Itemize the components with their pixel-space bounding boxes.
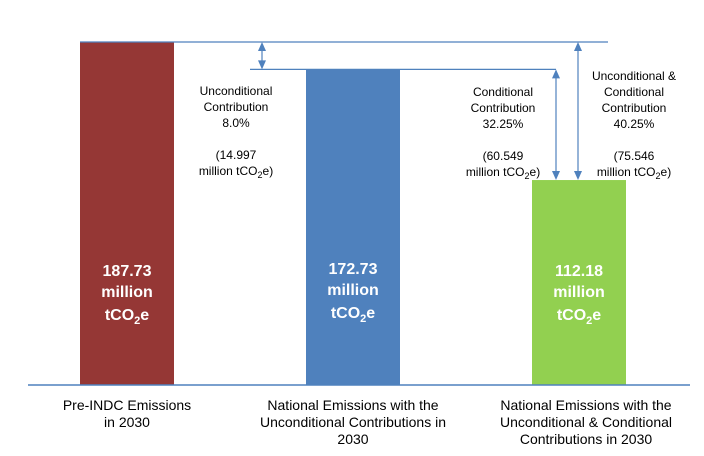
- annotation-2-line-2: Contribution: [471, 101, 536, 115]
- bar-unit-label-3: million: [553, 284, 605, 301]
- arrow-1-head-bottom: [258, 60, 266, 70]
- annotation-3-line-4: 40.25%: [614, 117, 655, 131]
- arrow-2-head-top: [552, 69, 560, 79]
- category-label-2-line-3: 2030: [337, 431, 368, 447]
- arrow-1-head-top: [258, 42, 266, 51]
- category-label-3-line-2: Unconditional & Conditional: [500, 414, 672, 430]
- annotation-3-line-3: Contribution: [602, 101, 667, 115]
- arrow-3-head-top: [574, 42, 582, 51]
- annotation-2-line-3: 32.25%: [483, 117, 524, 131]
- annotation-1-line-1: Unconditional: [200, 84, 273, 98]
- annotation-3-amount: (75.546: [614, 149, 655, 163]
- annotation-1-unit: million tCO2e): [199, 164, 273, 180]
- bar-2: [306, 69, 400, 386]
- category-label-2-line-1: National Emissions with the: [267, 397, 438, 413]
- bar-value-label-2: 172.73: [329, 261, 378, 278]
- annotation-1-line-3: 8.0%: [222, 116, 250, 130]
- bar-value-label-3: 112.18: [555, 263, 603, 280]
- category-label-3-line-3: Contributions in 2030: [520, 431, 653, 447]
- annotation-3-line-1: Unconditional &: [592, 69, 676, 83]
- bar-unit-label-1: million: [101, 284, 153, 301]
- annotation-2-amount: (60.549: [483, 149, 524, 163]
- category-label-3-line-1: National Emissions with the: [500, 397, 671, 413]
- bar-value-label-1: 187.73: [103, 263, 152, 280]
- annotation-1-line-2: Contribution: [204, 100, 269, 114]
- arrow-2-head-bottom: [552, 171, 560, 181]
- category-label-2-line-2: Unconditional Contributions in: [260, 414, 446, 430]
- annotation-2-line-1: Conditional: [473, 85, 533, 99]
- category-label-1-line-1: Pre-INDC Emissions: [63, 397, 191, 413]
- bar-1: [80, 42, 174, 385]
- annotation-1-amount: (14.997: [216, 148, 257, 162]
- annotation-3-unit: million tCO2e): [597, 165, 671, 181]
- bar-unit-label-2: million: [327, 282, 379, 299]
- annotation-3-line-2: Conditional: [604, 85, 664, 99]
- bar-co2-label-3: tCO2e: [557, 307, 601, 327]
- annotation-2-unit: million tCO2e): [466, 165, 540, 181]
- bar-3: [532, 180, 626, 385]
- bar-co2-label-1: tCO2e: [105, 307, 149, 327]
- category-label-1-line-2: in 2030: [104, 414, 150, 430]
- bar-co2-label-2: tCO2e: [331, 305, 375, 325]
- arrow-3-head-bottom: [574, 171, 582, 181]
